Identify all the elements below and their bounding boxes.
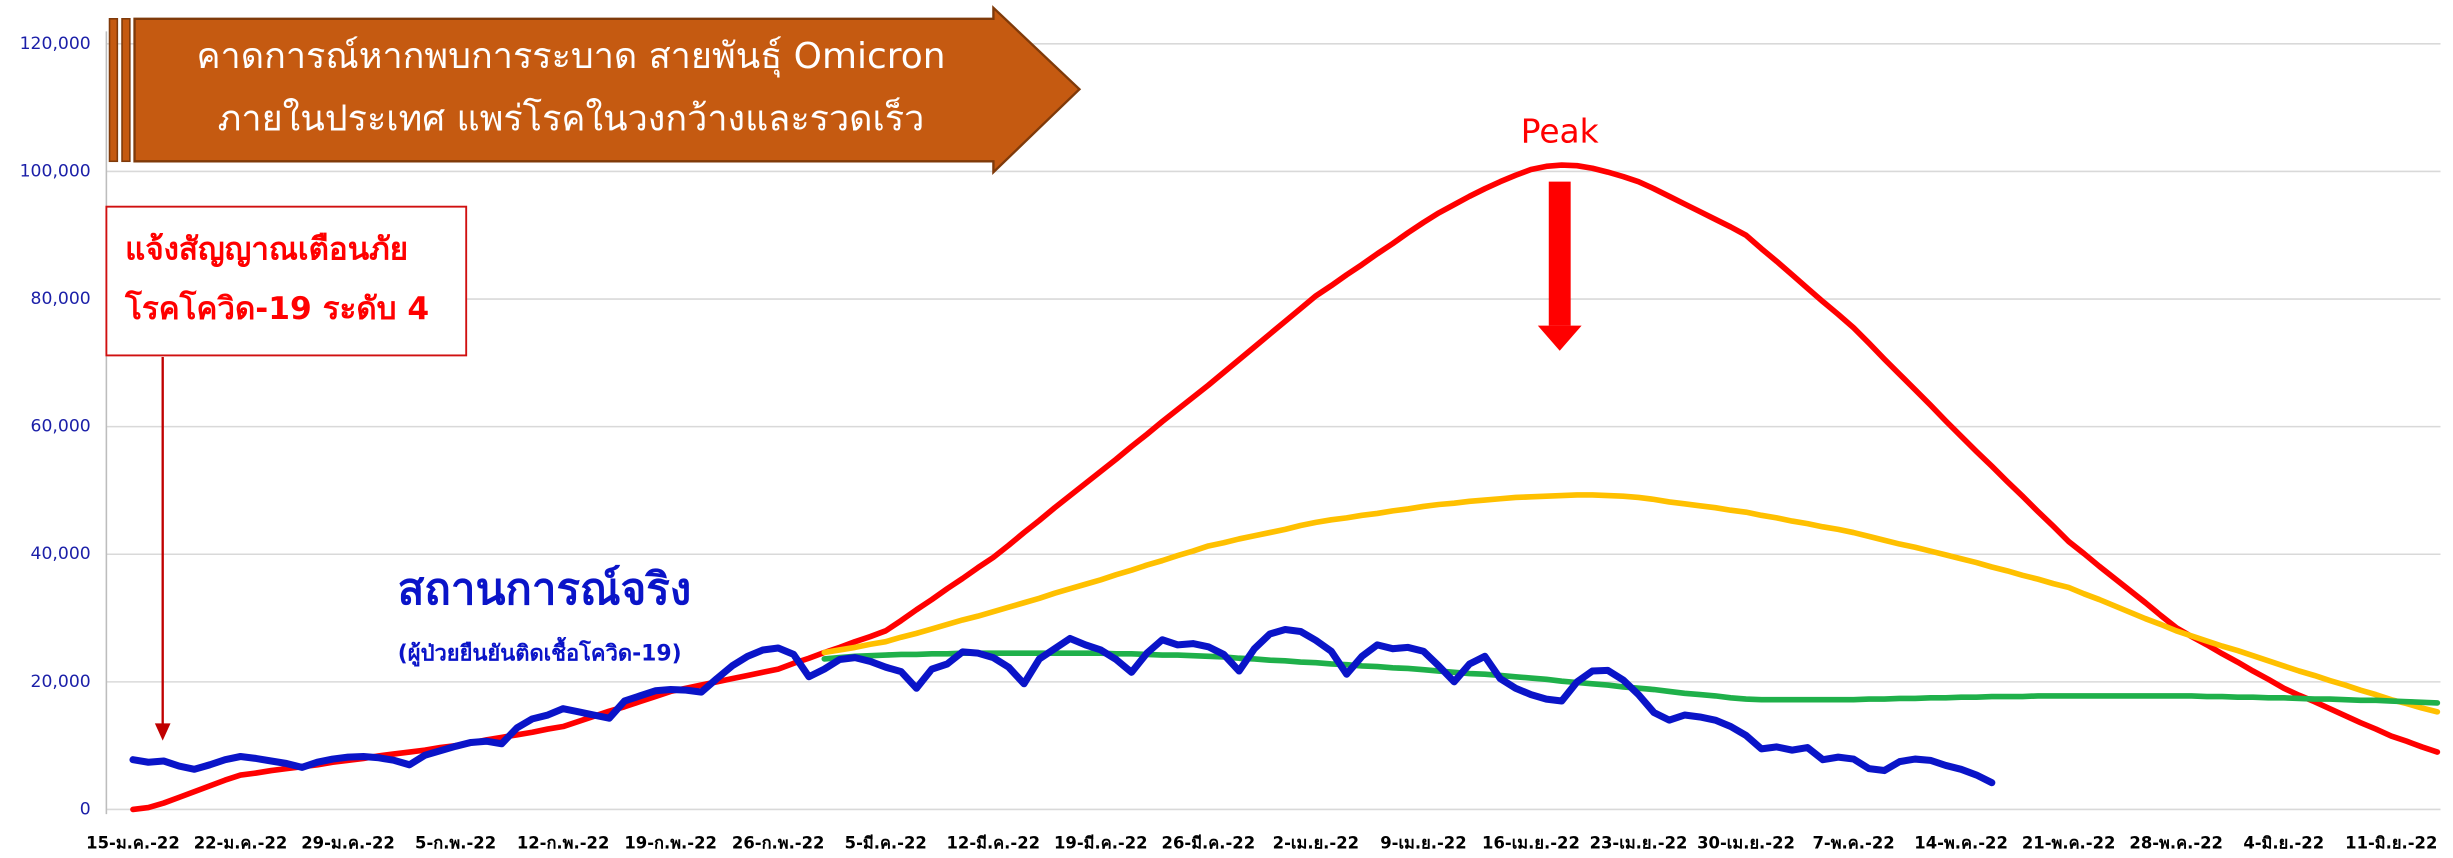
x-tick-label: 29-ม.ค.-22 xyxy=(301,833,395,852)
series-line xyxy=(821,492,2441,715)
x-tick-label: 11-มิ.ย.-22 xyxy=(2345,833,2437,852)
x-tick-label: 4-มิ.ย.-22 xyxy=(2243,833,2324,852)
y-tick-label: 60,000 xyxy=(31,417,91,437)
y-tick-label: 20,000 xyxy=(31,672,91,692)
banner-bar xyxy=(108,18,119,163)
x-tick-label: 21-พ.ค.-22 xyxy=(2022,833,2116,852)
x-tick-label: 5-มี.ค.-22 xyxy=(845,833,927,852)
alert-arrowhead xyxy=(154,723,171,741)
banner-title: คาดการณ์หากพบการระบาด สายพันธุ์ Omicron xyxy=(196,36,945,78)
x-tick-label: 26-ก.พ.-22 xyxy=(732,833,825,852)
x-tick-label: 30-เม.ย.-22 xyxy=(1697,833,1795,852)
banner-bar xyxy=(121,18,131,163)
y-tick-label: 100,000 xyxy=(20,161,91,181)
banner-title: ภายในประเทศ แพร่โรคในวงกว้างและรวดเร็ว xyxy=(218,96,925,140)
x-tick-label: 22-ม.ค.-22 xyxy=(194,833,288,852)
lines xyxy=(129,162,2441,813)
x-tick-label: 19-ก.พ.-22 xyxy=(624,833,717,852)
x-tick-label: 15-ม.ค.-22 xyxy=(86,833,180,852)
peak-marker: Peak xyxy=(1521,112,1599,351)
y-tick-label: 80,000 xyxy=(31,289,91,309)
x-labels: 15-ม.ค.-22 22-ม.ค.-22 29-ม.ค.-22 5-ก.พ.-22 1… xyxy=(86,833,2437,852)
series-line xyxy=(821,650,2441,706)
alert-text: แจ้งสัญญาณเตือนภัย xyxy=(125,232,408,268)
peak-arrow xyxy=(1548,181,1571,326)
series-line xyxy=(130,162,2441,813)
peak-arrowhead xyxy=(1537,325,1582,351)
x-tick-label: 5-ก.พ.-22 xyxy=(415,833,496,852)
y-tick-label: 40,000 xyxy=(31,544,91,564)
alert-text: โรคโควิด-19 ระดับ 4 xyxy=(124,289,429,327)
x-tick-label: 12-มี.ค.-22 xyxy=(946,833,1040,852)
y-tick-label: 120,000 xyxy=(20,34,91,54)
x-tick-label: 19-มี.ค.-22 xyxy=(1054,833,1148,852)
peak-label: Peak xyxy=(1521,112,1599,151)
title-banner: คาดการณ์หากพบการระบาด สายพันธุ์ Omicron … xyxy=(108,5,1082,175)
x-tick-label: 9-เม.ย.-22 xyxy=(1380,833,1466,852)
actual-label: สถานการณ์จริง xyxy=(398,564,692,615)
actual-note: (ผู้ป่วยยืนยันติดเชื้อโควิด-19) xyxy=(398,636,682,667)
x-tick-label: 7-พ.ค.-22 xyxy=(1812,833,1894,852)
x-tick-label: 26-มี.ค.-22 xyxy=(1162,833,1256,852)
x-tick-label: 2-เม.ย.-22 xyxy=(1273,833,1359,852)
banner-arrow xyxy=(133,5,1082,175)
x-tick-label: 16-เม.ย.-22 xyxy=(1482,833,1580,852)
alert-box: แจ้งสัญญาณเตือนภัย โรคโควิด-19 ระดับ 4 xyxy=(105,205,468,741)
x-tick-label: 28-พ.ค.-22 xyxy=(2129,833,2223,852)
series-line xyxy=(129,626,1996,787)
alert-frame xyxy=(105,205,468,357)
x-tick-label: 12-ก.พ.-22 xyxy=(517,833,610,852)
x-tick-label: 14-พ.ค.-22 xyxy=(1914,833,2008,852)
x-tick-label: 23-เม.ย.-22 xyxy=(1590,833,1688,852)
y-tick-label: 0 xyxy=(80,799,91,819)
